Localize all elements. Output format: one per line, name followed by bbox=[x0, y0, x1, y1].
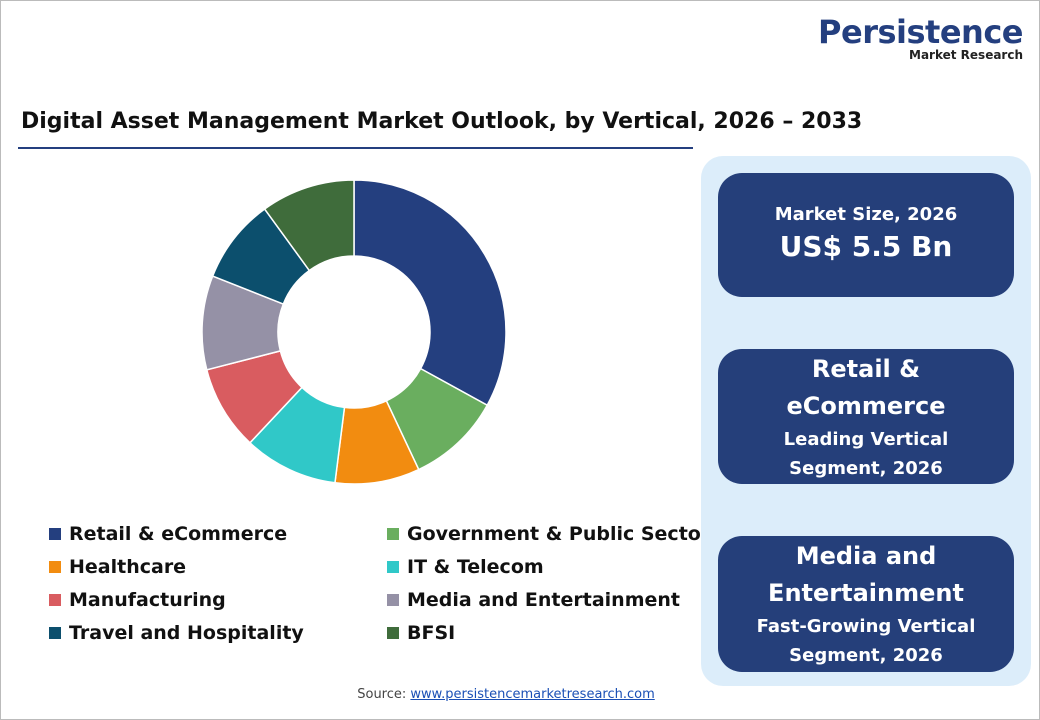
source-link[interactable]: www.persistencemarketresearch.com bbox=[410, 687, 655, 702]
card-heading: Retail & eCommerce bbox=[786, 354, 946, 420]
legend-swatch bbox=[387, 528, 399, 540]
card-value: Leading Vertical Segment, 2026 bbox=[783, 428, 949, 479]
card-heading: Market Size, 2026 bbox=[774, 204, 958, 225]
donut-segment bbox=[263, 179, 355, 272]
legend-label: Government & Public Sector bbox=[407, 523, 711, 545]
legend-swatch bbox=[49, 528, 61, 540]
legend-label: Healthcare bbox=[69, 556, 187, 578]
legend-label: Retail & eCommerce bbox=[69, 523, 288, 545]
legend-item: Retail & eCommerce bbox=[49, 523, 287, 545]
card-value: US$ 5.5 Bn bbox=[779, 230, 953, 263]
card-heading: Media and Entertainment bbox=[768, 542, 964, 607]
source-label: Source: bbox=[357, 687, 407, 702]
title-rule bbox=[18, 147, 693, 149]
legend-label: BFSI bbox=[407, 622, 456, 644]
legend-item: Government & Public Sector bbox=[387, 523, 710, 545]
legend-swatch bbox=[387, 561, 399, 573]
legend-label: IT & Telecom bbox=[407, 556, 544, 578]
legend-item: Manufacturing bbox=[49, 589, 226, 611]
card: Media and Entertainment Fast-Growing Ver… bbox=[718, 536, 1014, 672]
legend-swatch bbox=[49, 627, 61, 639]
logo-subtitle: Market Research bbox=[909, 48, 1023, 62]
source: Source: www.persistencemarketresearch.co… bbox=[1, 687, 1011, 702]
legend-item: BFSI bbox=[387, 622, 455, 644]
legend-swatch bbox=[49, 594, 61, 606]
logo: Persistence bbox=[818, 13, 1023, 51]
chart-title: Digital Asset Management Market Outlook,… bbox=[21, 109, 863, 134]
legend-label: Manufacturing bbox=[69, 589, 226, 611]
legend-item: IT & Telecom bbox=[387, 556, 544, 578]
donut-segment bbox=[353, 179, 507, 407]
card: Retail & eCommerce Leading Vertical Segm… bbox=[718, 349, 1014, 484]
legend-swatch bbox=[49, 561, 61, 573]
card: Market Size, 2026 US$ 5.5 Bn bbox=[718, 173, 1014, 297]
legend-item: Media and Entertainment bbox=[387, 589, 680, 611]
card-value: Fast-Growing Vertical Segment, 2026 bbox=[756, 616, 976, 666]
legend-label: Media and Entertainment bbox=[407, 589, 680, 611]
legend-label: Travel and Hospitality bbox=[69, 622, 304, 644]
legend-item: Healthcare bbox=[49, 556, 186, 578]
legend-swatch bbox=[387, 594, 399, 606]
donut-chart bbox=[201, 179, 507, 485]
legend-swatch bbox=[387, 627, 399, 639]
legend-item: Travel and Hospitality bbox=[49, 622, 304, 644]
